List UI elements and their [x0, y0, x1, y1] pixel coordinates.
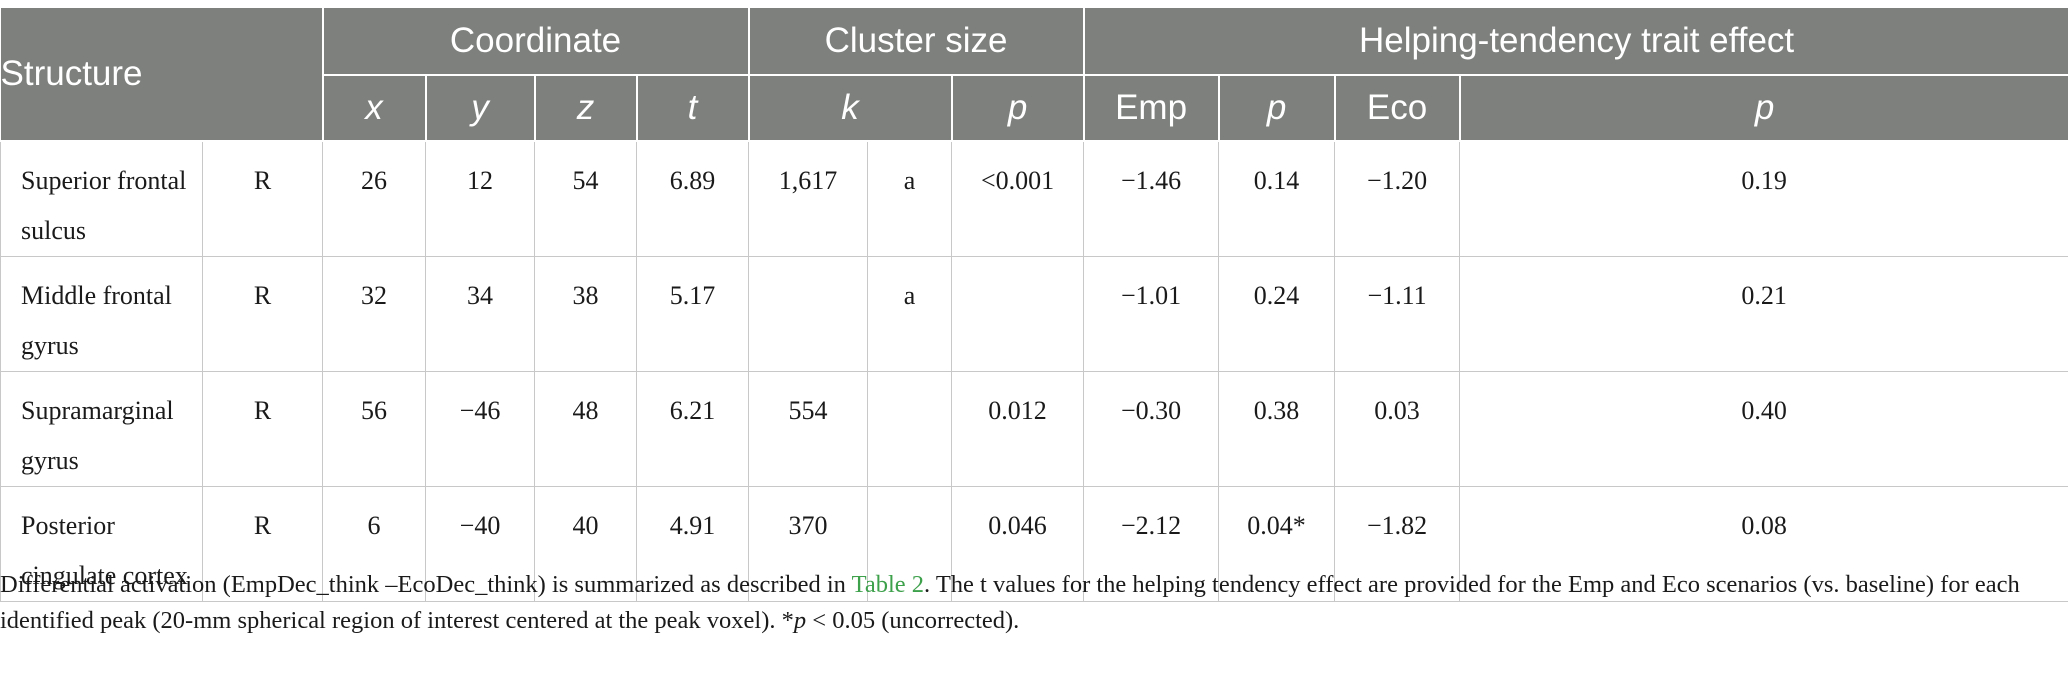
cell-k-note	[867, 371, 953, 487]
cell-emp-p: 0.24	[1218, 256, 1336, 372]
cell-emp: −2.12	[1083, 486, 1220, 602]
cell-structure: Superior frontal sulcus	[0, 140, 203, 257]
cell-eco: −1.11	[1334, 256, 1461, 372]
header-t: t	[636, 75, 750, 142]
cell-side: R	[202, 140, 323, 257]
cell-t: 6.89	[635, 140, 750, 257]
cell-z: 38	[534, 256, 637, 372]
header-z: z	[534, 75, 638, 142]
cell-emp-p: 0.38	[1218, 371, 1336, 487]
header-y: y	[425, 75, 536, 142]
header-structure: Structure	[0, 8, 324, 142]
table-row: Posterior cingulate cortex R 6 −40 40 4.91 370…	[0, 486, 2068, 602]
cell-z: 48	[534, 371, 637, 487]
header-k: k	[748, 75, 953, 142]
cell-eco: −1.82	[1334, 486, 1461, 602]
cell-eco: −1.20	[1334, 140, 1461, 257]
cell-emp: −1.46	[1083, 140, 1220, 257]
cell-k: 554	[748, 371, 869, 487]
cell-y: −46	[425, 371, 535, 487]
caption-text-1: Differential activation (EmpDec_think –E…	[0, 571, 852, 598]
cell-p: <0.001	[951, 140, 1085, 257]
cell-p: 0.046	[951, 486, 1085, 602]
table-row: Middle frontal gyrus R 32 34 38 5.17 a −1.01 0.2…	[0, 256, 2068, 372]
table-2-link[interactable]: Table 2	[851, 571, 925, 598]
table-caption: Differential activation (EmpDec_think –E…	[0, 567, 2060, 639]
cell-structure: Middle frontal gyrus	[0, 256, 203, 372]
cell-y: 34	[425, 256, 535, 372]
header-x: x	[322, 75, 427, 142]
caption-text-3: < 0.05 (uncorrected).	[806, 607, 1020, 634]
cell-eco-p: 0.40	[1459, 371, 2068, 487]
cell-eco-p: 0.08	[1459, 486, 2068, 602]
cell-z: 54	[534, 140, 637, 257]
cell-side: R	[202, 256, 323, 372]
cell-eco-p: 0.19	[1459, 140, 2068, 257]
cell-emp: −1.01	[1083, 256, 1220, 372]
results-table: Structure Coordinate Cluster size Helpin…	[0, 8, 2068, 602]
cell-structure: Posterior cingulate cortex	[0, 486, 203, 602]
header-p: p	[951, 75, 1085, 142]
cell-x: 26	[322, 140, 426, 257]
caption-p-symbol: p	[793, 607, 807, 634]
header-emp: Emp	[1083, 75, 1220, 142]
cell-k: 1,617	[748, 140, 869, 257]
cell-x: 56	[322, 371, 426, 487]
cell-structure: Supramarginal gyrus	[0, 371, 203, 487]
cell-y: 12	[425, 140, 535, 257]
header-eco-p: p	[1459, 75, 2068, 142]
table-row: Superior frontal sulcus R 26 12 54 6.89 1,617 a…	[0, 140, 2068, 257]
cell-t: 4.91	[635, 486, 750, 602]
cell-side: R	[202, 371, 323, 487]
cell-k-note: a	[867, 140, 953, 257]
cell-p	[951, 256, 1085, 372]
header-emp-p: p	[1218, 75, 1336, 142]
cell-x: 6	[322, 486, 426, 602]
cell-emp: −0.30	[1083, 371, 1220, 487]
cell-emp-p: 0.14	[1218, 140, 1336, 257]
caption-text-2: . The t values for the helping tendency …	[0, 571, 2020, 634]
cell-eco-p: 0.21	[1459, 256, 2068, 372]
cell-t: 5.17	[635, 256, 750, 372]
cell-eco: 0.03	[1334, 371, 1461, 487]
header-helping-effect: Helping-tendency trait effect	[1083, 8, 2068, 76]
cell-p: 0.012	[951, 371, 1085, 487]
table-row: Supramarginal gyrus R 56 −46 48 6.21 554 0.012−…	[0, 371, 2068, 487]
header-coordinate: Coordinate	[322, 8, 750, 76]
cell-side: R	[202, 486, 323, 602]
cell-emp-p: 0.04*	[1218, 486, 1336, 602]
cell-x: 32	[322, 256, 426, 372]
table-body: Superior frontal sulcus R 26 12 54 6.89 1,617 a…	[0, 140, 2068, 602]
header-eco: Eco	[1334, 75, 1461, 142]
header-cluster-size: Cluster size	[748, 8, 1085, 76]
cell-k	[748, 256, 869, 372]
cell-t: 6.21	[635, 371, 750, 487]
cell-k-note: a	[867, 256, 953, 372]
